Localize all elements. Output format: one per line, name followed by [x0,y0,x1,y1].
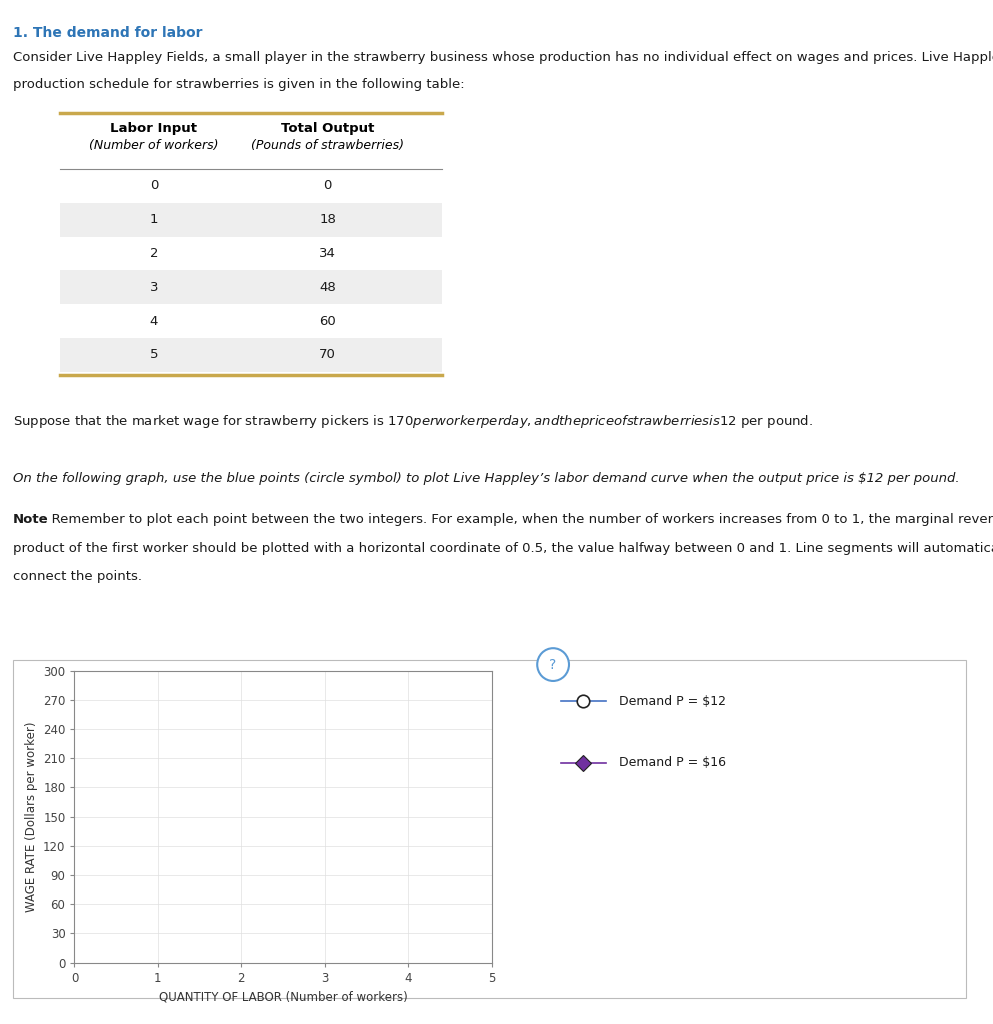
Text: 1. The demand for labor: 1. The demand for labor [13,26,203,40]
Text: Note: Note [13,513,49,526]
Text: connect the points.: connect the points. [13,570,142,584]
Text: 3: 3 [150,281,158,294]
Text: On the following graph, use the blue points (circle symbol) to plot Live Happley: On the following graph, use the blue poi… [13,472,959,485]
Text: 70: 70 [320,348,336,361]
Text: Suppose that the market wage for strawberry pickers is $170 per worker per day, : Suppose that the market wage for strawbe… [13,413,813,430]
Text: 60: 60 [320,314,336,328]
Text: Demand P = $16: Demand P = $16 [619,757,726,769]
Text: ?: ? [549,657,557,672]
Text: Demand P = $12: Demand P = $12 [619,695,726,708]
Text: Total Output: Total Output [281,122,374,135]
Text: Labor Input: Labor Input [110,122,198,135]
Text: product of the first worker should be plotted with a horizontal coordinate of 0.: product of the first worker should be pl… [13,542,993,555]
Text: production schedule for strawberries is given in the following table:: production schedule for strawberries is … [13,78,465,91]
Text: 34: 34 [320,247,336,260]
X-axis label: QUANTITY OF LABOR (Number of workers): QUANTITY OF LABOR (Number of workers) [159,990,407,1004]
Text: 18: 18 [320,213,336,226]
Text: 48: 48 [320,281,336,294]
Text: 5: 5 [150,348,158,361]
Text: 4: 4 [150,314,158,328]
Text: 1: 1 [150,213,158,226]
Text: Consider Live Happley Fields, a small player in the strawberry business whose pr: Consider Live Happley Fields, a small pl… [13,51,993,65]
Text: (Number of workers): (Number of workers) [89,139,218,153]
Text: 0: 0 [150,179,158,193]
Text: (Pounds of strawberries): (Pounds of strawberries) [251,139,404,153]
Y-axis label: WAGE RATE (Dollars per worker): WAGE RATE (Dollars per worker) [25,721,38,912]
Text: 2: 2 [150,247,158,260]
Text: : Remember to plot each point between the two integers. For example, when the nu: : Remember to plot each point between th… [43,513,993,526]
Text: 0: 0 [324,179,332,193]
